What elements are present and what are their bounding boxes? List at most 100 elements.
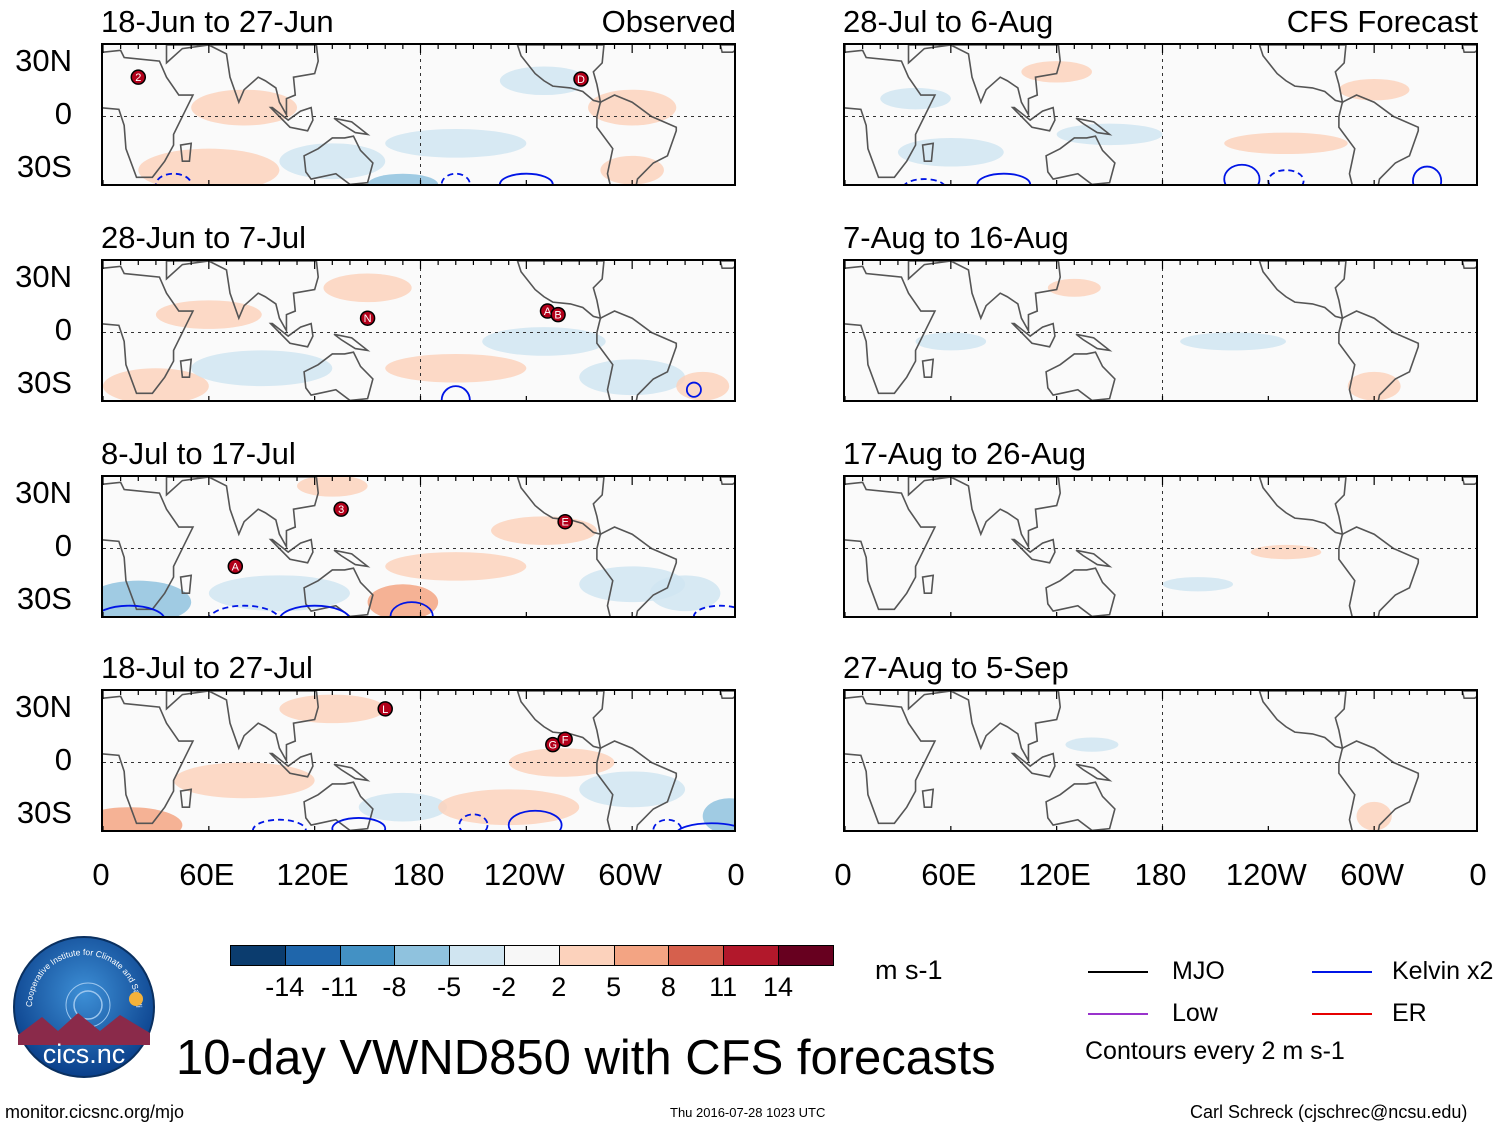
coastline (1010, 322, 1056, 348)
observed-label: Observed (601, 4, 736, 39)
colorbar-swatch (778, 945, 834, 966)
coastline (1045, 351, 1116, 400)
coastline (303, 351, 374, 400)
legend-line-kelvin (1312, 971, 1372, 973)
coastline (268, 538, 314, 564)
coastline (516, 691, 605, 750)
colorbar-swatch (504, 945, 560, 966)
storm-label: N (364, 313, 372, 325)
coastline (596, 94, 678, 184)
storm-label: D (577, 74, 585, 86)
coastline (1461, 691, 1476, 699)
coastline (1461, 477, 1476, 485)
lon-label-0-3: 180 (392, 857, 445, 892)
footer-url[interactable]: monitor.cicsnc.org/mjo (5, 1102, 185, 1122)
cics-logo: Cooperative Institute for Climate and Sa… (10, 927, 156, 1079)
storm-marker: B (550, 306, 566, 323)
panel-title-obs-3: 8-Jul to 17-Jul (101, 436, 296, 471)
kelvin-contour (1223, 163, 1261, 184)
coastline (303, 567, 374, 616)
kelvin-contour (693, 604, 734, 616)
kelvin-contour (389, 601, 434, 616)
kelvin-contour (103, 604, 165, 616)
kelvin-contour (1267, 169, 1305, 184)
anomaly-shading (103, 368, 209, 400)
anomaly-shading (191, 350, 333, 387)
colorbar-units: m s-1 (875, 955, 943, 985)
coastline (165, 691, 320, 764)
coastline (1010, 106, 1056, 132)
kelvin-contour (685, 381, 702, 398)
coastline (165, 261, 320, 334)
colorbar-tick-label: -14 (265, 972, 305, 1002)
lat-label-1: 0 (54, 528, 72, 563)
coastline (719, 691, 734, 699)
coastline (179, 142, 193, 162)
storm-label: G (549, 740, 558, 752)
anomaly-shading (491, 516, 597, 545)
coastline (719, 45, 734, 53)
storm-marker: F (557, 731, 573, 748)
storm-label: E (561, 517, 568, 529)
kelvin-contour (498, 172, 554, 184)
coastline (907, 477, 1062, 550)
lon-label-1-0: 0 (834, 857, 852, 892)
lat-label-2: 30S (16, 149, 72, 184)
anomaly-shading (702, 798, 734, 830)
colorbar-tick-label: -8 (382, 972, 407, 1002)
colorbar-swatch (284, 945, 341, 966)
storm-marker: 3 (333, 501, 349, 517)
anomaly-shading (103, 807, 183, 830)
anomaly-shading (579, 359, 686, 396)
coastline (179, 574, 193, 594)
kelvin-contour (209, 604, 280, 616)
lon-label-1-5: 60W (1340, 857, 1405, 892)
anomaly-shading (1180, 332, 1286, 351)
panel-title-obs-2: 28-Jun to 7-Jul (101, 220, 307, 255)
figure-title: 10-day VWND850 with CFS forecasts (176, 1031, 996, 1085)
anomaly-shading (1224, 132, 1348, 155)
anomaly-shading (1250, 544, 1322, 560)
logo-text: cics.nc (43, 1039, 126, 1069)
kelvin-contour (507, 809, 563, 830)
legend-label-er: ER (1392, 999, 1427, 1027)
anomaly-shading (191, 89, 298, 126)
anomaly-shading (208, 575, 350, 612)
anomaly-shading (358, 792, 447, 822)
colorbar-swatch (230, 945, 286, 966)
lat-label-2: 30S (16, 795, 72, 830)
anomaly-shading (897, 137, 1004, 167)
anomaly-shading (367, 173, 439, 184)
coastline (516, 261, 605, 320)
anomaly-shading (482, 327, 606, 356)
coastline (1258, 45, 1347, 104)
storm-marker: L (377, 701, 393, 717)
coastline (845, 481, 937, 611)
coastline (268, 322, 314, 348)
colorbar-tick-label: 8 (660, 972, 676, 1002)
contour-note: Contours every 2 m s-1 (1085, 1037, 1345, 1065)
panel-title-fc-4: 27-Aug to 5-Sep (843, 650, 1069, 685)
lon-label-1-1: 60E (921, 857, 977, 892)
lat-label-1: 0 (54, 312, 72, 347)
kelvin-contour (440, 385, 471, 400)
colorbar-swatch (613, 945, 670, 966)
coastline (333, 763, 371, 782)
coastline (719, 261, 734, 269)
coastline (907, 261, 1062, 334)
lat-label-0: 30N (15, 43, 72, 78)
anomaly-shading (1162, 577, 1234, 592)
legend-line-mjo (1088, 971, 1148, 973)
storm-label: A (232, 561, 240, 573)
storm-label: B (554, 310, 561, 322)
coastline (1338, 94, 1420, 184)
coastline (1461, 45, 1476, 53)
coastline (1461, 261, 1476, 269)
coastline (596, 740, 678, 830)
kelvin-contour (331, 817, 387, 830)
kelvin-contour (976, 172, 1032, 184)
coastline (921, 574, 935, 594)
colorbar-tick-label: -5 (437, 972, 462, 1002)
coastline (1258, 691, 1347, 750)
